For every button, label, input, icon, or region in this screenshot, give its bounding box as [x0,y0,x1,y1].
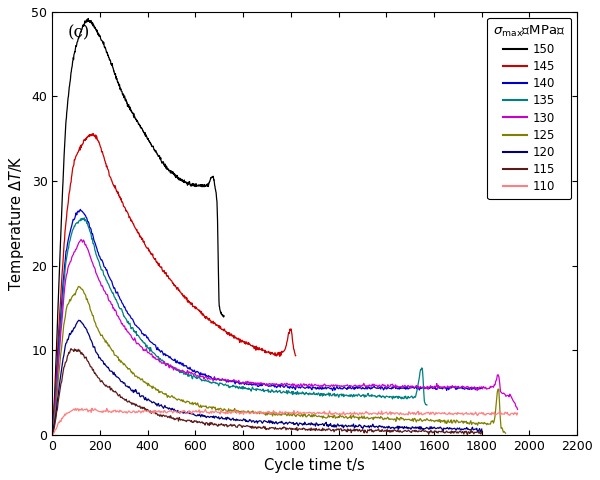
125 [130,370,137,376]
125 [49,432,56,437]
110 [49,432,56,437]
115 [464,432,471,437]
110 [169,410,176,416]
135 [299,391,307,396]
125 [75,284,82,289]
120 [244,419,251,424]
125 [254,409,262,415]
150 [85,16,92,22]
130 [49,432,56,437]
135 [423,402,430,408]
115 [67,346,74,351]
Line: 125: 125 [52,287,506,434]
145 [159,269,166,275]
130 [323,383,331,388]
145 [92,132,100,138]
Text: (c): (c) [68,24,91,42]
110 [260,409,267,415]
Line: 120: 120 [52,320,482,434]
125 [317,414,324,420]
120 [49,432,56,437]
135 [146,345,153,350]
135 [80,215,88,221]
145 [232,335,239,340]
135 [270,389,277,395]
130 [400,384,407,390]
135 [116,305,123,311]
150 [49,432,56,437]
140 [49,432,56,437]
115 [336,426,343,432]
125 [352,414,359,420]
130 [77,237,85,242]
150 [178,178,185,184]
150 [150,146,157,152]
130 [132,337,139,343]
X-axis label: Cycle time t/s: Cycle time t/s [265,458,365,473]
110 [88,406,95,411]
125 [391,416,398,422]
140 [478,385,485,391]
115 [125,398,133,404]
120 [125,384,133,389]
Line: 130: 130 [52,240,518,434]
145 [292,353,299,359]
145 [112,183,119,189]
110 [360,411,367,417]
140 [336,384,343,390]
115 [49,432,56,437]
Line: 115: 115 [52,348,482,434]
125 [502,430,509,436]
150 [221,313,228,319]
Y-axis label: Temperature $\Delta T$/K: Temperature $\Delta T$/K [7,156,26,291]
140 [160,352,167,358]
Line: 135: 135 [52,218,427,433]
140 [77,206,84,212]
120 [336,422,343,428]
130 [360,381,367,386]
140 [373,385,380,391]
135 [49,430,56,436]
140 [244,381,251,387]
Line: 145: 145 [52,134,296,434]
115 [160,412,167,418]
115 [244,423,251,429]
110 [323,411,331,417]
150 [93,29,100,35]
120 [373,423,380,429]
135 [219,382,226,387]
Line: 140: 140 [52,209,482,434]
110 [514,410,521,416]
125 [166,395,173,400]
Line: 110: 110 [52,408,518,434]
150 [79,23,86,28]
115 [478,429,485,434]
Legend: 150, 145, 140, 135, 130, 125, 120, 115, 110: 150, 145, 140, 135, 130, 125, 120, 115, … [487,18,571,199]
Line: 150: 150 [52,19,224,434]
140 [125,312,133,318]
130 [260,381,267,386]
145 [49,431,56,437]
120 [160,406,167,411]
150 [164,166,171,172]
120 [302,422,310,428]
130 [169,364,176,370]
110 [400,411,407,417]
140 [302,385,310,391]
135 [331,393,338,399]
150 [127,105,134,111]
120 [75,317,82,323]
115 [302,427,310,432]
120 [478,426,485,432]
145 [193,306,200,312]
110 [132,410,139,416]
145 [90,131,97,137]
130 [514,407,521,412]
115 [373,428,380,433]
145 [212,321,219,326]
